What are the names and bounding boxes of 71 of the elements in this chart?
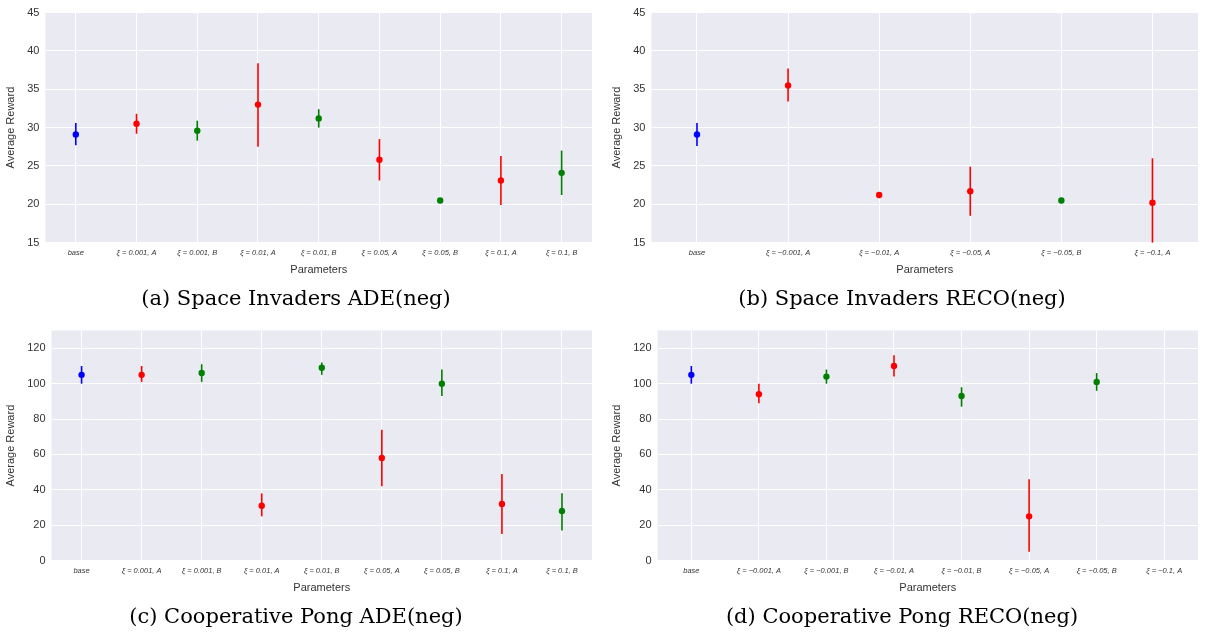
point: [497, 177, 505, 184]
point: [436, 197, 444, 204]
point: [72, 131, 79, 138]
y-tick-label: 30: [633, 120, 646, 133]
text: (d) Cooperative Pong RECO(neg): [725, 603, 1079, 628]
point: [693, 131, 701, 138]
point: [376, 156, 383, 163]
point: [138, 371, 145, 379]
point: [438, 380, 446, 387]
x-axis-title: Parameters: [293, 581, 351, 594]
y-tick-label: 0: [39, 553, 46, 566]
y-axis-title: Average Reward: [3, 404, 16, 487]
y-tick-label: 100: [633, 376, 652, 389]
y-tick-label: 45: [633, 5, 646, 18]
point: [1058, 197, 1065, 204]
y-tick-label: 60: [33, 447, 46, 460]
text: (b) Space Invaders RECO(neg): [738, 285, 1066, 310]
y-tick-label: 60: [639, 447, 652, 460]
y-tick-label: 120: [27, 341, 46, 354]
y-tick-label: 80: [639, 412, 652, 425]
point: [1025, 513, 1033, 520]
point: [194, 127, 201, 134]
y-tick-label: 35: [633, 82, 646, 95]
point: [558, 169, 565, 177]
x-axis-title: Parameters: [899, 581, 957, 594]
y-axis-title: Average Reward: [609, 86, 622, 169]
point: [315, 115, 322, 122]
point: [498, 500, 506, 508]
point: [78, 371, 85, 379]
point: [688, 371, 695, 379]
point: [1149, 199, 1156, 206]
y-axis-title: Average Reward: [609, 404, 622, 487]
y-tick-label: 20: [27, 197, 40, 210]
point: [823, 373, 830, 380]
y-tick-label: 25: [27, 158, 40, 171]
y-tick-label: 15: [27, 235, 40, 248]
y-tick-label: 100: [27, 376, 46, 389]
y-tick-label: 120: [633, 341, 652, 354]
text: (a) Space Invaders ADE(neg): [141, 285, 451, 310]
y-tick-label: 20: [633, 197, 646, 210]
point: [558, 507, 566, 515]
point: [258, 502, 265, 509]
x-axis-title: Parameters: [290, 263, 348, 276]
point: [755, 391, 763, 398]
y-tick-label: 20: [639, 518, 652, 531]
y-tick-label: 25: [633, 158, 646, 171]
y-tick-label: 15: [633, 235, 646, 248]
y-axis-title: Average Reward: [3, 86, 16, 169]
y-tick-label: 35: [27, 82, 40, 95]
y-tick-label: 40: [639, 482, 652, 495]
point: [254, 101, 262, 108]
y-tick-label: 40: [27, 43, 40, 56]
point: [318, 364, 325, 371]
point: [890, 362, 898, 370]
text: (c) Cooperative Pong ADE(neg): [129, 603, 463, 628]
y-tick-label: 80: [33, 412, 46, 425]
y-tick-label: 40: [633, 43, 646, 56]
point: [133, 120, 140, 127]
point: [875, 191, 883, 199]
point: [784, 82, 792, 89]
point: [198, 369, 205, 377]
y-tick-label: 40: [33, 482, 46, 495]
x-axis-title: Parameters: [896, 263, 954, 276]
y-tick-label: 45: [27, 5, 40, 18]
point: [1093, 378, 1100, 386]
y-tick-label: 0: [645, 553, 652, 566]
point: [378, 454, 386, 462]
y-tick-label: 30: [27, 120, 40, 133]
point: [958, 392, 965, 400]
point: [967, 188, 974, 195]
y-tick-label: 20: [33, 518, 46, 531]
